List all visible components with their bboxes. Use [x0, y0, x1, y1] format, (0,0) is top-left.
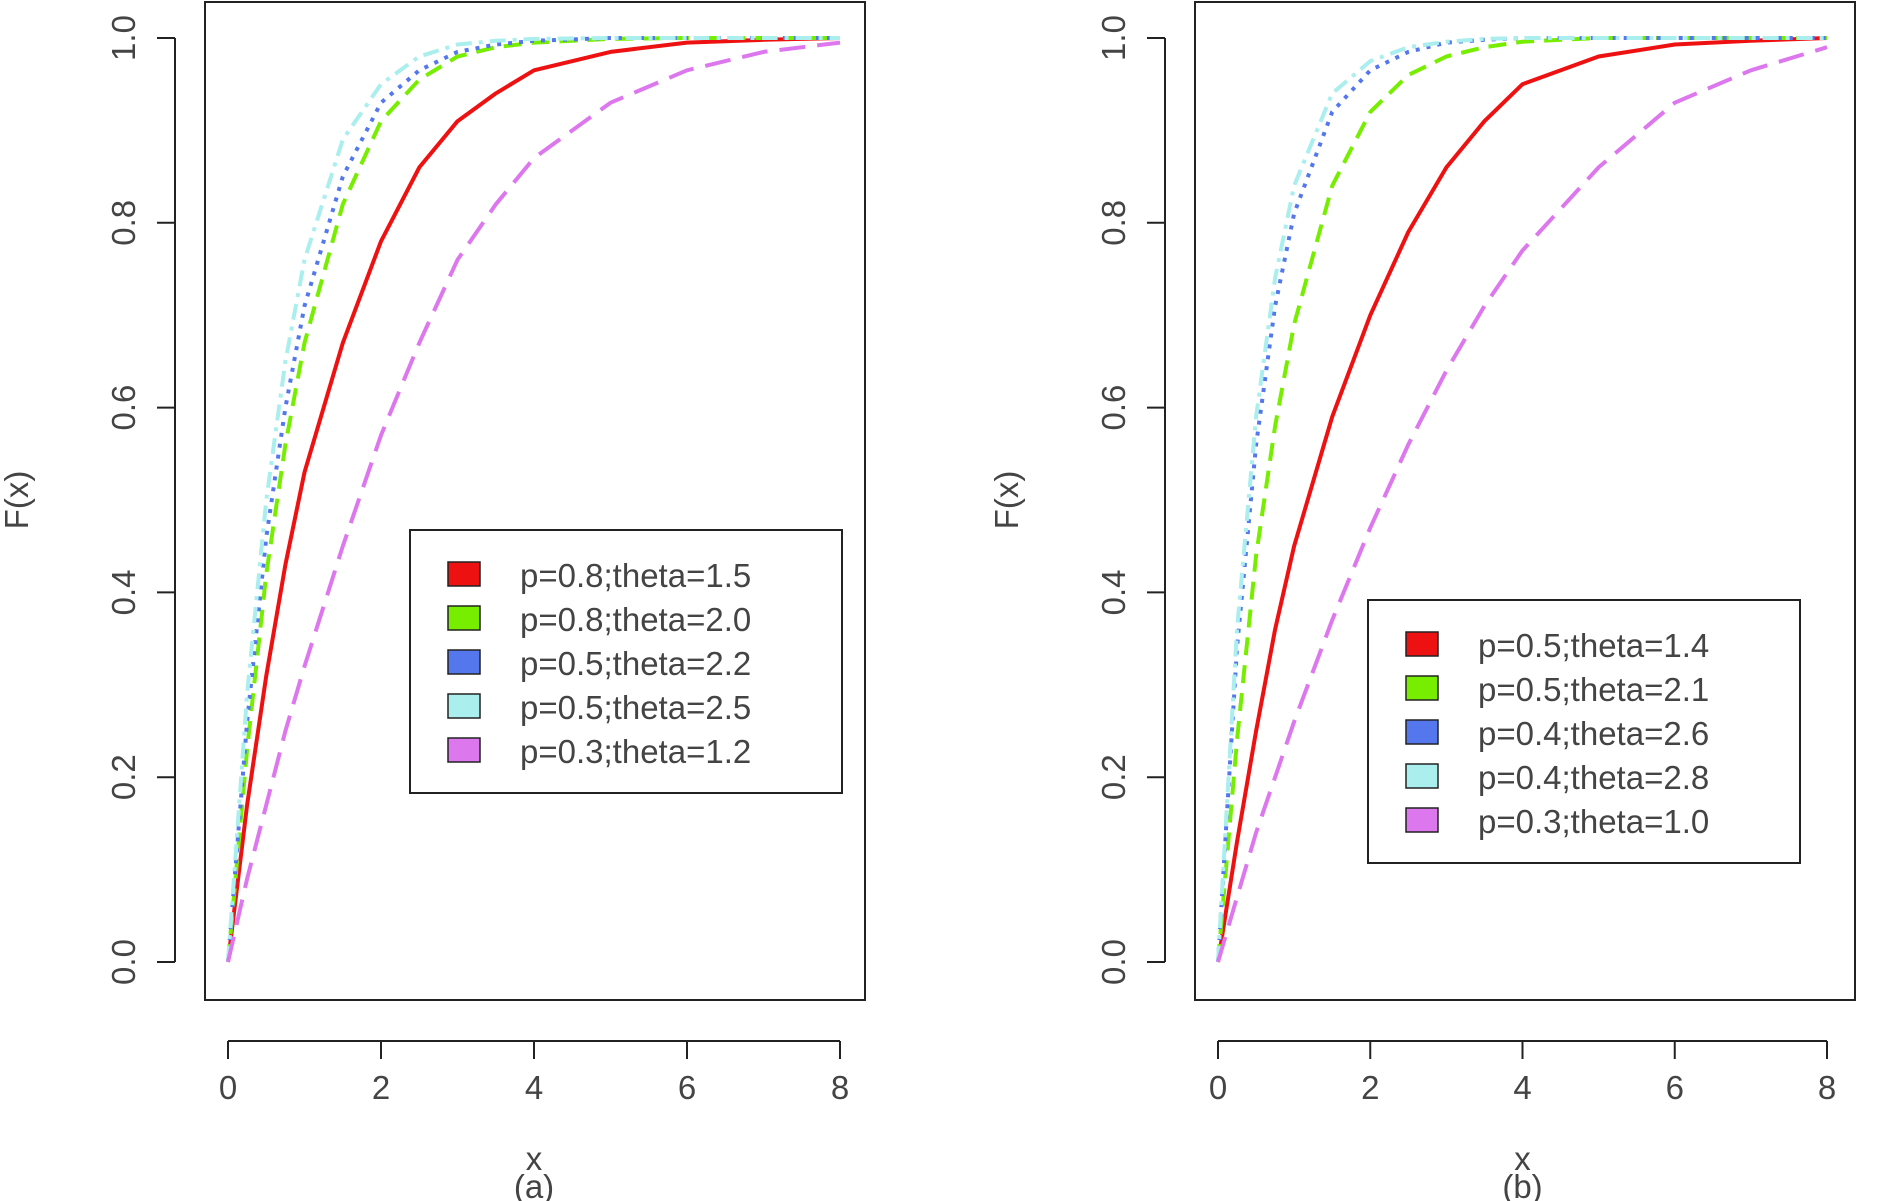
x-axis-title: x — [1514, 1140, 1531, 1177]
legend-swatch-4 — [447, 693, 481, 719]
x-tick-label: 0 — [1209, 1069, 1227, 1106]
legend-box — [409, 529, 843, 794]
legend-label-4: p=0.4;theta=2.8 — [1478, 759, 1709, 796]
legend-label-2: p=0.5;theta=2.1 — [1478, 671, 1709, 708]
x-axis-title: x — [526, 1140, 543, 1177]
x-tick-label: 2 — [1361, 1069, 1379, 1106]
series-line-4 — [1216, 36, 1827, 963]
y-tick-label: 0.0 — [1095, 939, 1132, 985]
y-tick-label: 0.8 — [1095, 200, 1132, 246]
y-tick-label: 0.4 — [1095, 569, 1132, 615]
x-tick-label: 8 — [1818, 1069, 1836, 1106]
legend-swatch-1 — [447, 561, 481, 587]
x-tick-label: 0 — [219, 1069, 237, 1106]
series-line-2 — [1216, 36, 1827, 963]
y-tick-label: 0.2 — [105, 754, 142, 800]
y-tick-label: 0.6 — [105, 385, 142, 431]
chart-panel-b: 0 2 4 6 8 0.0 0.2 0.4 0.6 0.8 1.0 F(x) x(b) p=0.5;the… — [988, 1, 1856, 1201]
legend-label-1: p=0.8;theta=1.5 — [520, 557, 751, 594]
y-tick-label: 0.4 — [105, 569, 142, 615]
y-axis-title: F(x) — [0, 471, 35, 530]
series-line-5 — [1216, 45, 1828, 963]
legend-swatch-3 — [447, 649, 481, 675]
legend-swatch-2 — [447, 605, 481, 631]
x-tick-label: 8 — [831, 1069, 849, 1106]
legend-label-2: p=0.8;theta=2.0 — [520, 601, 751, 638]
legend-box — [1367, 599, 1801, 864]
y-axis-title: F(x) — [988, 471, 1025, 530]
series-line-4 — [226, 36, 840, 963]
y-tick-label: 0.2 — [1095, 754, 1132, 800]
y-tick-label: 1.0 — [105, 15, 142, 61]
legend-swatch-1 — [1405, 631, 1439, 657]
x-tick-label: 2 — [372, 1069, 390, 1106]
y-tick-label: 0.6 — [1095, 385, 1132, 431]
y-tick-label: 0.8 — [105, 200, 142, 246]
legend-label-1: p=0.5;theta=1.4 — [1478, 627, 1709, 664]
plot-frame — [204, 1, 866, 1001]
series-line-1 — [226, 36, 841, 963]
x-tick-label: 6 — [1666, 1069, 1684, 1106]
panel-caption: (a) — [514, 1168, 554, 1201]
series-line-2 — [226, 36, 840, 963]
y-tick-label: 1.0 — [1095, 15, 1132, 61]
y-tick-label: 0.0 — [105, 939, 142, 985]
legend-label-4: p=0.5;theta=2.5 — [520, 689, 751, 726]
legend-label-5: p=0.3;theta=1.2 — [520, 733, 751, 770]
series-line-3 — [1216, 36, 1827, 963]
x-tick-label: 4 — [1513, 1069, 1531, 1106]
x-tick-label: 4 — [525, 1069, 543, 1106]
legend-swatch-3 — [1405, 719, 1439, 745]
legend: p=0.5;theta=1.4 p=0.5;theta=2.1 p=0.4;thet… — [1367, 599, 1801, 864]
legend: p=0.8;theta=1.5 p=0.8;theta=2.0 p=0.5;thet… — [409, 529, 843, 794]
legend-swatch-4 — [1405, 763, 1439, 789]
series-line-5 — [226, 40, 841, 963]
series-line-3 — [226, 36, 840, 963]
legend-swatch-5 — [1405, 807, 1439, 833]
legend-swatch-5 — [447, 737, 481, 763]
chart-panel-a: 0 2 4 6 8 0.0 0.2 0.4 0.6 0.8 1.0 F(x) x(a) p=0.8;the… — [0, 1, 866, 1201]
legend-swatch-2 — [1405, 675, 1439, 701]
plot-frame — [1194, 1, 1856, 1001]
series-line-1 — [1216, 36, 1828, 963]
legend-label-5: p=0.3;theta=1.0 — [1478, 803, 1709, 840]
x-tick-label: 6 — [678, 1069, 696, 1106]
panel-caption: (b) — [1502, 1168, 1542, 1201]
legend-label-3: p=0.4;theta=2.6 — [1478, 715, 1709, 752]
legend-label-3: p=0.5;theta=2.2 — [520, 645, 751, 682]
